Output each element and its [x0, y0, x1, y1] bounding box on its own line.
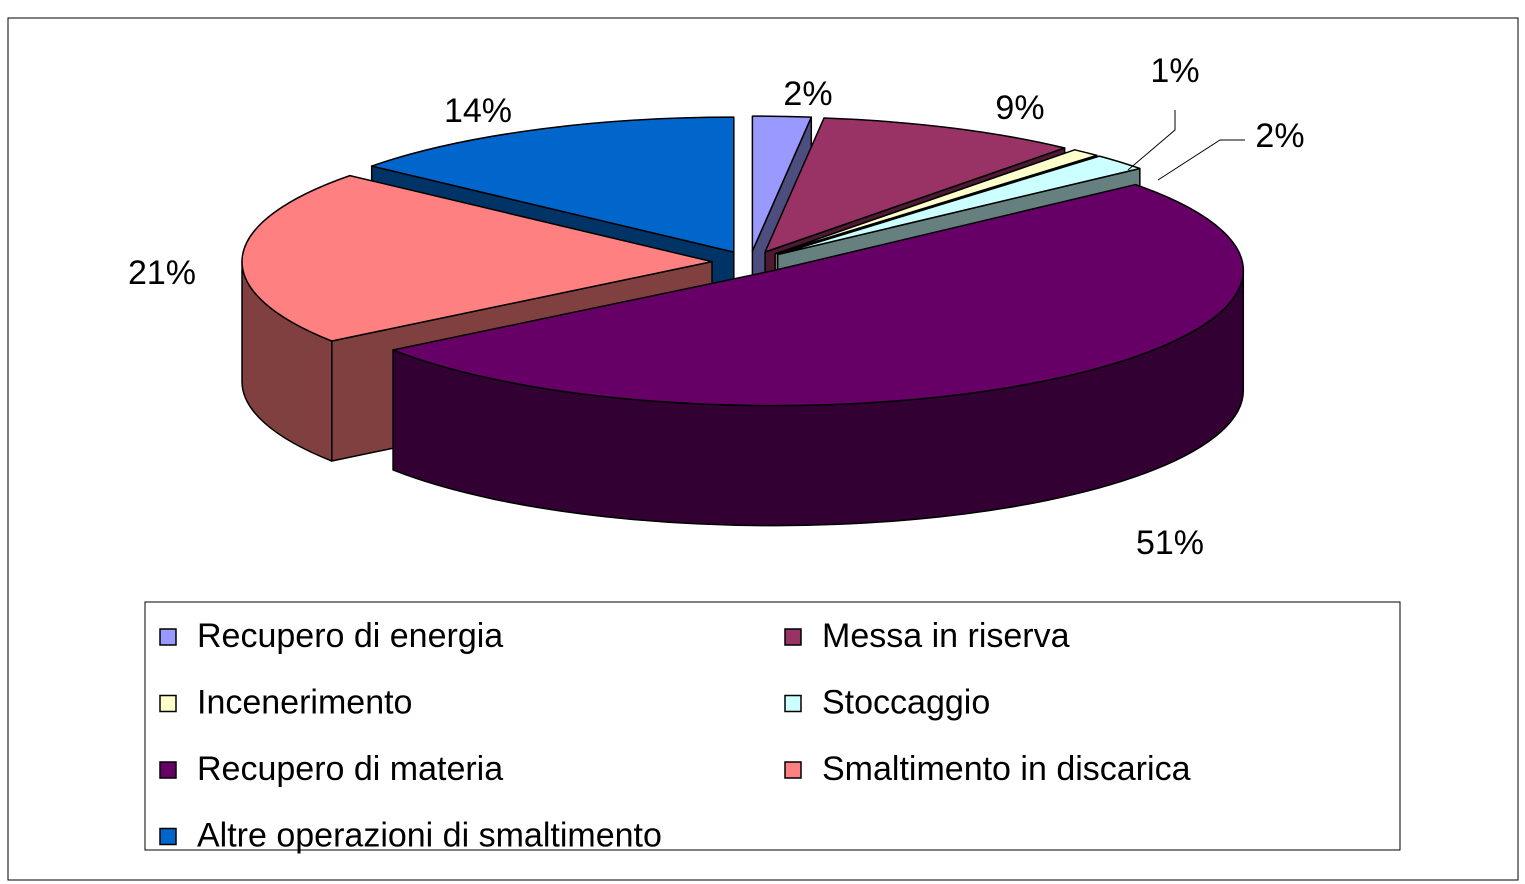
leader-line [1157, 139, 1245, 181]
slice-top [392, 183, 1245, 407]
slice-top [751, 115, 813, 252]
data-label: 2% [1255, 117, 1304, 155]
data-label: 14% [444, 92, 512, 130]
data-label: 51% [1136, 524, 1204, 562]
data-label: 9% [995, 89, 1044, 127]
slice-top [764, 117, 1066, 253]
legend-label: Incenerimento [197, 683, 412, 721]
legend-label: Recupero di energia [197, 617, 503, 655]
slice-top [776, 155, 1141, 256]
legend-swatch [784, 694, 802, 713]
legend-label: Altre operazioni di smaltimento [197, 816, 662, 854]
legend-label: Smaltimento in discarica [822, 750, 1191, 788]
legend-swatch [159, 628, 177, 646]
data-label: 2% [783, 75, 832, 113]
pie-slice [392, 183, 1245, 527]
slice-top [370, 116, 735, 253]
legend-swatch [784, 761, 802, 779]
data-label: 1% [1150, 52, 1199, 90]
slice-top [774, 149, 1098, 255]
legend-swatch [159, 827, 177, 846]
legend-label: Recupero di materia [197, 750, 503, 788]
data-label: 21% [128, 254, 196, 292]
leader-line [1127, 110, 1176, 171]
legend-label: Messa in riserva [822, 617, 1070, 655]
legend-swatch [159, 761, 177, 779]
legend-label: Stoccaggio [822, 683, 990, 721]
slice-top [241, 174, 713, 342]
legend-swatch [159, 694, 177, 713]
legend-swatch [784, 628, 802, 646]
legend-box [144, 601, 1401, 851]
